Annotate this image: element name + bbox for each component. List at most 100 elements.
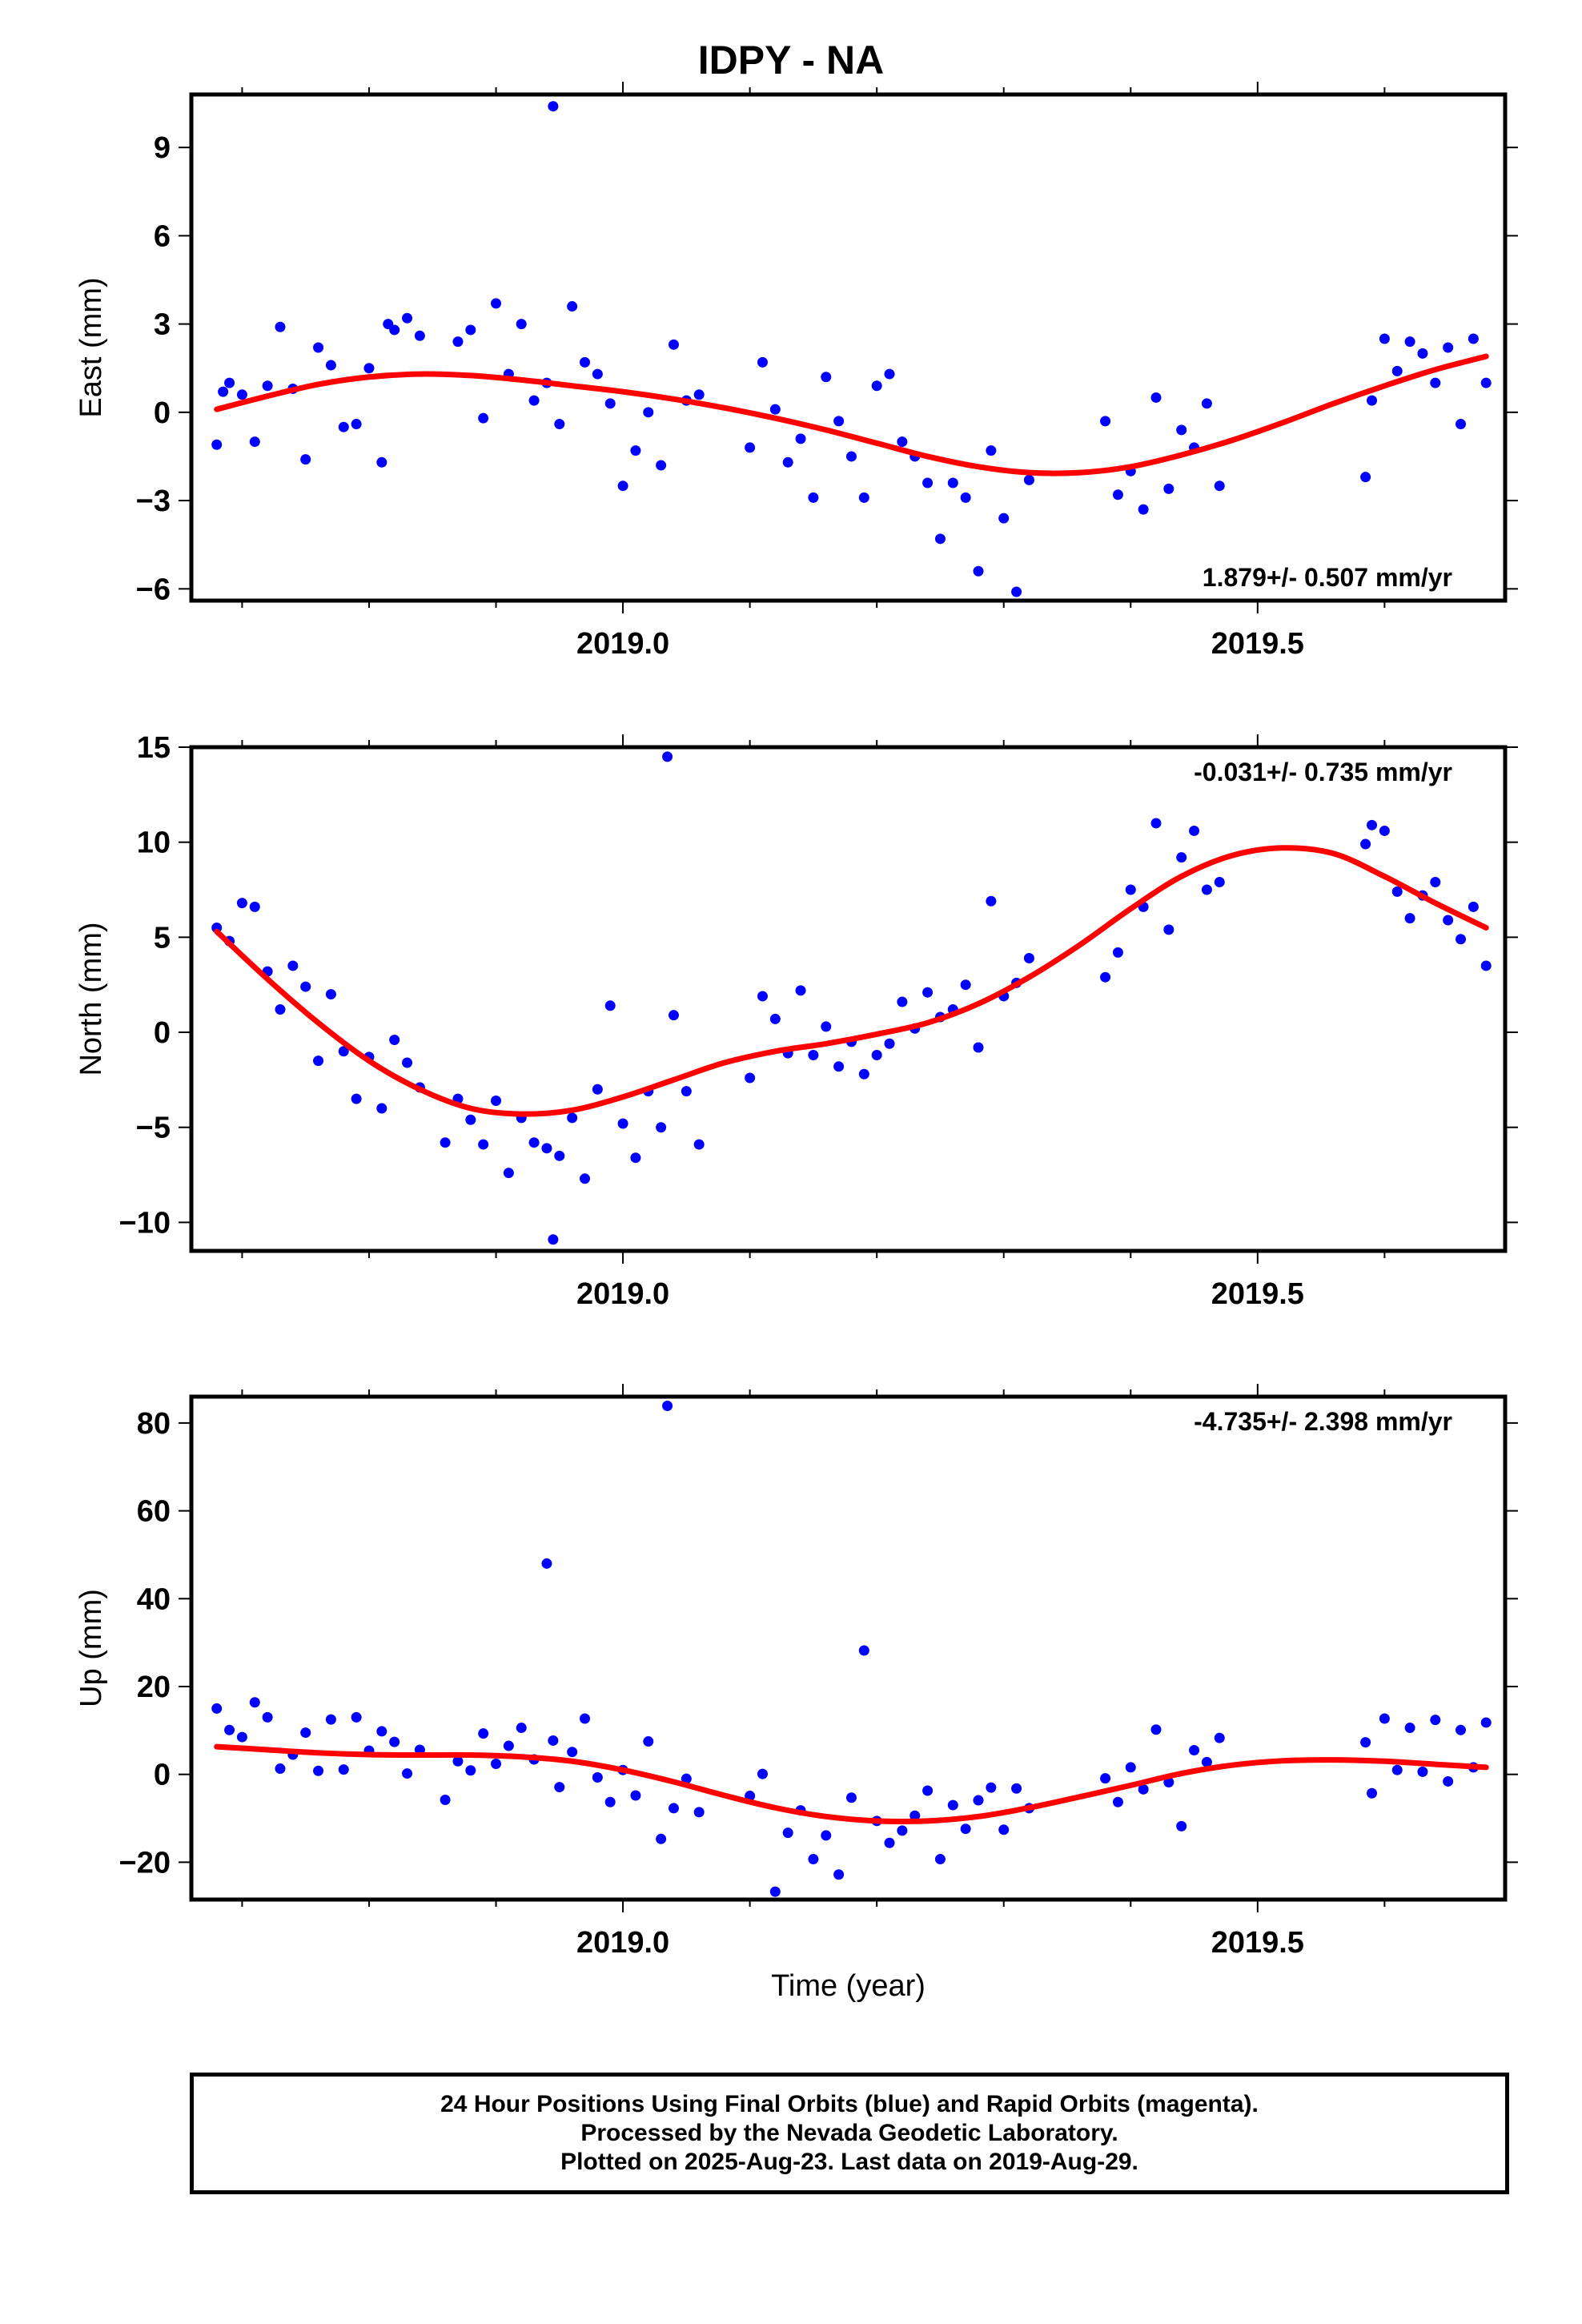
data-point (884, 1038, 895, 1049)
data-point (440, 1137, 451, 1148)
footer-box: 24 Hour Positions Using Final Orbits (bl… (190, 2073, 1509, 2194)
data-point (236, 1731, 247, 1743)
data-point (1417, 1766, 1428, 1777)
y-tick-label: −5 (136, 1112, 171, 1145)
data-point (922, 987, 934, 998)
data-point (858, 1068, 869, 1080)
y-tick-label: 0 (154, 1759, 171, 1792)
data-point (1404, 336, 1415, 348)
data-point (1417, 348, 1428, 359)
data-point (1100, 416, 1111, 427)
data-point (757, 1768, 768, 1779)
data-point (580, 356, 591, 368)
data-point (1100, 971, 1111, 983)
data-point (262, 380, 273, 392)
data-point (656, 460, 667, 471)
fit-curve (214, 353, 1489, 476)
rate-label: 1.879+/- 0.507 mm/yr (1203, 563, 1452, 592)
data-point (351, 1093, 362, 1104)
data-point (986, 1782, 997, 1793)
x-tick-label: 2019.5 (1211, 1926, 1304, 1960)
data-point (402, 1768, 413, 1779)
y-tick-label: 9 (154, 131, 171, 165)
data-point (592, 368, 603, 380)
data-point (376, 1103, 387, 1114)
data-point (1379, 825, 1390, 836)
data-point (947, 477, 958, 489)
data-point (973, 565, 984, 577)
data-point (338, 421, 349, 432)
data-point (1189, 1745, 1200, 1756)
data-point (1367, 395, 1378, 406)
data-point (1391, 365, 1403, 376)
data-point (478, 412, 489, 424)
points-layer (211, 101, 1492, 597)
data-point (389, 1035, 400, 1046)
data-point (1468, 333, 1479, 344)
data-point (541, 1558, 552, 1569)
data-point (782, 456, 793, 468)
data-point (643, 1736, 654, 1747)
data-point (617, 1118, 628, 1129)
data-point (1163, 924, 1174, 935)
data-point (973, 1042, 984, 1053)
data-point (503, 1740, 514, 1751)
data-point (858, 492, 869, 503)
data-point (1214, 877, 1225, 888)
data-point (338, 1046, 349, 1057)
data-point (1468, 901, 1479, 912)
data-point (934, 533, 946, 545)
data-point (528, 395, 540, 406)
data-point (1360, 1737, 1371, 1748)
data-point (1360, 472, 1371, 483)
plot-frame (189, 92, 1508, 603)
data-point (630, 1152, 641, 1164)
data-point (300, 454, 311, 465)
data-point (1138, 1783, 1149, 1795)
data-point (351, 419, 362, 430)
data-point (262, 1711, 273, 1723)
data-point (643, 407, 654, 418)
data-point (1404, 1723, 1415, 1734)
data-point (440, 1794, 451, 1805)
data-point (681, 1086, 692, 1097)
data-point (516, 319, 527, 330)
x-axis-label: Time (year) (771, 1969, 926, 2003)
data-point (567, 1112, 578, 1124)
data-point (211, 439, 223, 450)
data-point (313, 342, 324, 353)
data-point (617, 480, 628, 492)
data-point (580, 1713, 591, 1724)
y-tick-label: −3 (136, 485, 171, 518)
data-point (922, 477, 934, 489)
panel-2: 2019.0 2019.5 −20 0 20 40 60 80 Up (mm) -4.735+/-… (74, 1384, 1518, 1960)
data-point (1176, 1820, 1187, 1831)
data-point (1112, 947, 1123, 958)
y-tick-label: −20 (119, 1846, 171, 1880)
data-point (668, 339, 679, 350)
data-point (1443, 342, 1454, 353)
data-point (1391, 886, 1403, 897)
data-point (465, 1765, 476, 1776)
y-tick-label: 60 (137, 1495, 171, 1529)
data-point (1201, 1756, 1212, 1767)
data-point (1404, 913, 1415, 924)
data-point (656, 1122, 667, 1133)
data-point (1176, 424, 1187, 436)
x-tick-label: 2019.0 (576, 1277, 669, 1311)
data-point (249, 901, 260, 912)
y-tick-label: 10 (137, 826, 171, 860)
y-axis-label: East (mm) (74, 277, 108, 417)
data-point (1214, 480, 1225, 492)
data-point (249, 436, 260, 448)
data-point (934, 1854, 946, 1865)
data-point (491, 1095, 502, 1106)
data-point (491, 1759, 502, 1770)
data-point (1163, 483, 1174, 494)
data-point (782, 1827, 793, 1839)
data-point (897, 436, 908, 448)
data-point (897, 1825, 908, 1836)
data-point (452, 1755, 464, 1767)
data-point (236, 389, 247, 400)
data-point (351, 1711, 362, 1723)
